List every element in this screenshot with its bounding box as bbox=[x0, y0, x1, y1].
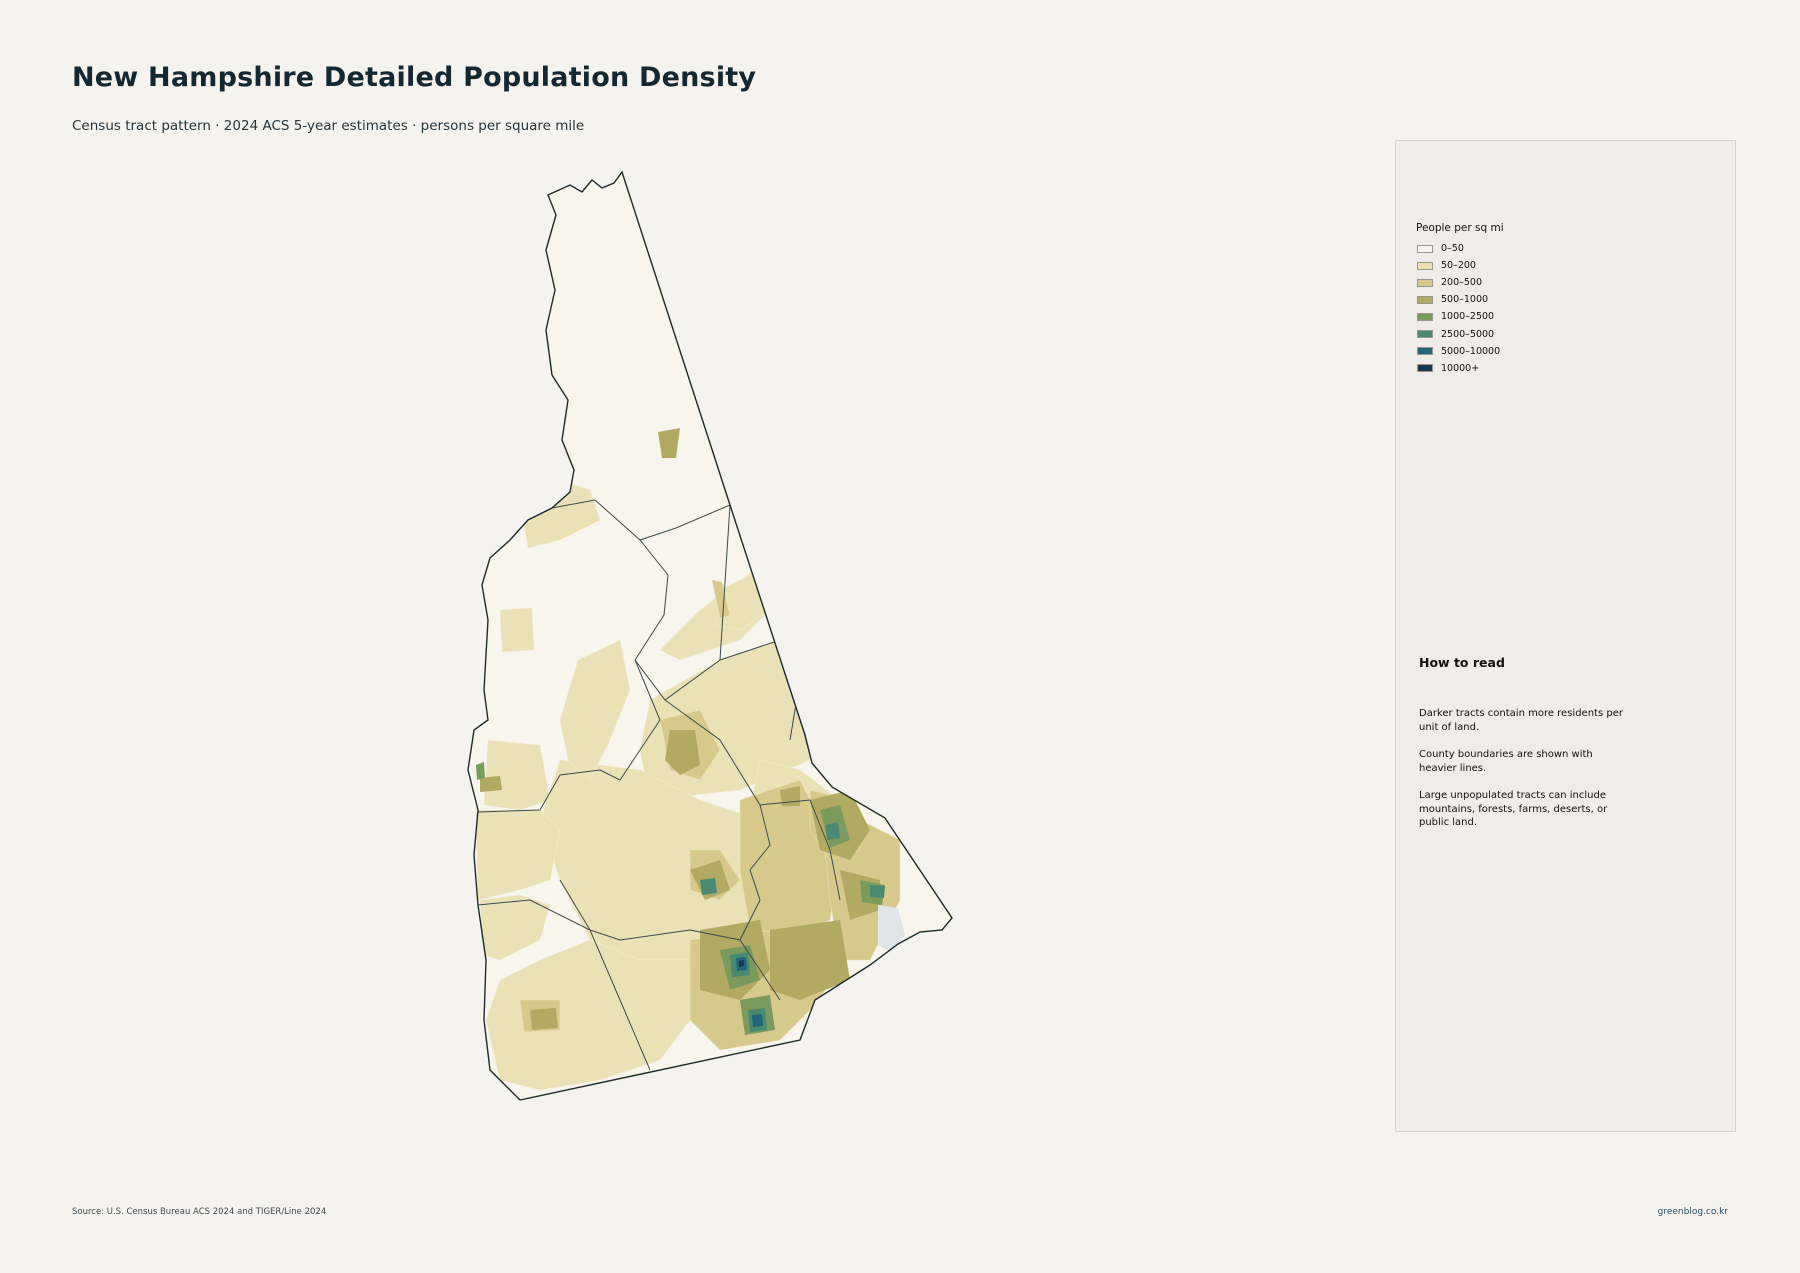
tract-manchester-downtown bbox=[739, 960, 744, 967]
legend-item: 50–200 bbox=[1417, 257, 1500, 274]
legend-item: 5000–10000 bbox=[1417, 343, 1500, 360]
boundary-cheshire bbox=[477, 899, 651, 1071]
legend-label: 500–1000 bbox=[1441, 294, 1489, 306]
tract-keene bbox=[530, 1008, 558, 1030]
legend-label: 50–200 bbox=[1441, 260, 1476, 272]
legend-swatch bbox=[1417, 295, 1433, 304]
legend-title: People per sq mi bbox=[1416, 222, 1504, 234]
great-bay-water bbox=[878, 905, 905, 952]
tract-hanover bbox=[476, 762, 485, 780]
legend-item: 0–50 bbox=[1417, 240, 1500, 257]
tract-grafton-central bbox=[559, 639, 631, 781]
legend-swatch bbox=[1417, 364, 1433, 373]
credit-link[interactable]: greenblog.co.kr bbox=[1657, 1207, 1728, 1217]
legend-label: 1000–2500 bbox=[1441, 311, 1495, 323]
legend-swatch bbox=[1417, 261, 1433, 270]
tract-derry-area bbox=[770, 920, 850, 1000]
legend-label: 0–50 bbox=[1441, 243, 1464, 255]
tract-portsmouth bbox=[870, 885, 885, 898]
boundary-grafton-south bbox=[477, 659, 661, 813]
legend-item: 500–1000 bbox=[1417, 291, 1500, 308]
tract-lebanon bbox=[480, 776, 502, 792]
county-boundaries bbox=[477, 499, 841, 1071]
tract-dover-core bbox=[825, 822, 840, 840]
tract-grafton-west bbox=[483, 739, 551, 811]
boundary-belknap-merrimack bbox=[664, 699, 771, 941]
tract-berlin bbox=[658, 428, 680, 458]
page-title: New Hampshire Detailed Population Densit… bbox=[72, 62, 757, 93]
tract-laconia bbox=[665, 730, 700, 775]
legend-swatch bbox=[1417, 278, 1433, 287]
nh-density-map bbox=[467, 170, 953, 1101]
boundary-strafford bbox=[759, 799, 841, 901]
tract-grafton-north bbox=[499, 607, 535, 653]
how-to-read-paragraph: County boundaries are shown with heavier… bbox=[1419, 749, 1593, 774]
legend-swatch bbox=[1417, 312, 1433, 321]
legend-item: 10000+ bbox=[1417, 360, 1500, 377]
source-note: Source: U.S. Census Bureau ACS 2024 and … bbox=[72, 1207, 327, 1217]
how-to-read-paragraph: Large unpopulated tracts can include mou… bbox=[1419, 790, 1608, 828]
how-to-read-title: How to read bbox=[1419, 655, 1505, 670]
legend-label: 200–500 bbox=[1441, 277, 1483, 289]
boundary-hillsborough-north bbox=[559, 879, 781, 1001]
legend-swatch bbox=[1417, 330, 1433, 339]
info-panel: People per sq mi 0–50 50–200 200–500 500… bbox=[1395, 140, 1736, 1132]
legend-label: 10000+ bbox=[1441, 362, 1480, 374]
tract-nashua-core bbox=[752, 1014, 763, 1027]
legend-item: 1000–2500 bbox=[1417, 308, 1500, 325]
legend-label: 5000–10000 bbox=[1441, 345, 1501, 357]
how-to-read-paragraph: Darker tracts contain more residents per… bbox=[1419, 708, 1623, 733]
page-subtitle: Census tract pattern · 2024 ACS 5-year e… bbox=[72, 118, 585, 134]
legend-label: 2500–5000 bbox=[1441, 328, 1495, 340]
state-outline bbox=[467, 170, 953, 1101]
legend-item: 2500–5000 bbox=[1417, 325, 1500, 342]
tract-concord-core bbox=[700, 878, 717, 895]
legend: 0–50 50–200 200–500 500–1000 1000–2500 2… bbox=[1417, 240, 1500, 377]
tract-conway-town bbox=[711, 579, 731, 619]
legend-swatch bbox=[1417, 347, 1433, 356]
legend-item: 200–500 bbox=[1417, 274, 1500, 291]
legend-swatch bbox=[1417, 244, 1433, 253]
